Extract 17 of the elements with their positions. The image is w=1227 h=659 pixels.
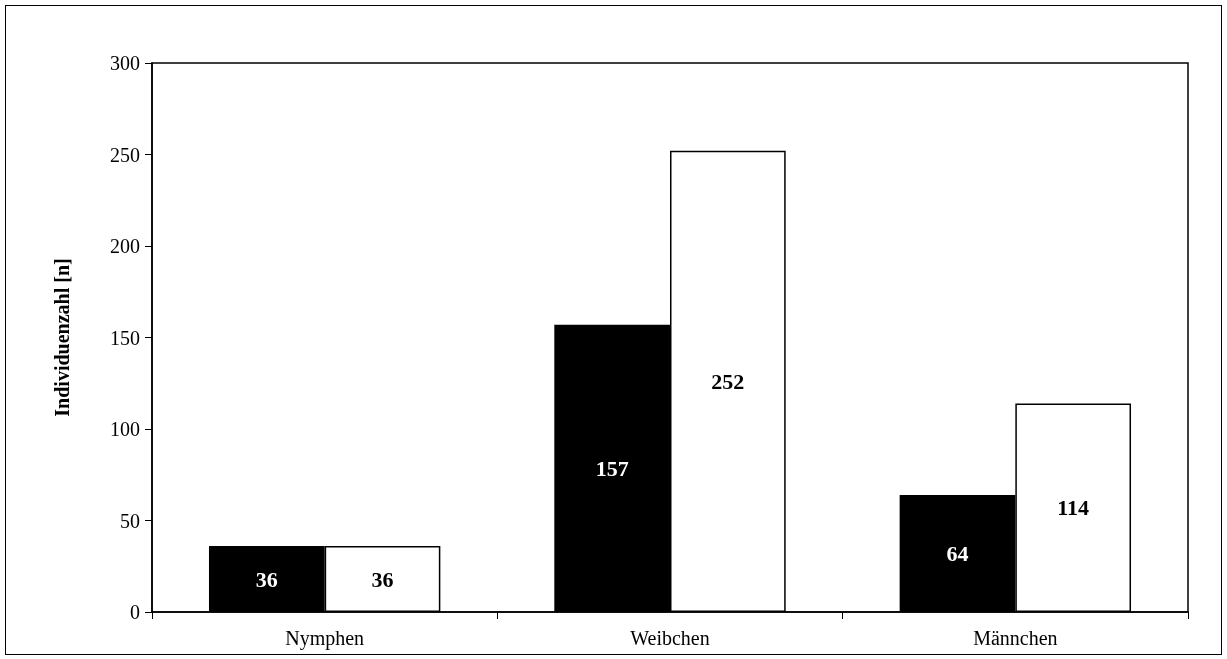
y-axis-title: Individuenzahl [n] xyxy=(51,258,73,417)
y-tick-label: 300 xyxy=(110,52,140,74)
data-label: 36 xyxy=(371,566,394,592)
y-tick-label: 200 xyxy=(110,235,140,257)
x-tick-label: Weibchen xyxy=(630,627,710,649)
data-label: 36 xyxy=(255,566,278,592)
y-tick-label: 50 xyxy=(120,509,140,532)
data-label: 157 xyxy=(595,455,629,481)
data-label: 64 xyxy=(946,540,969,566)
y-tick-label: 250 xyxy=(110,143,140,166)
data-label: 252 xyxy=(711,368,745,394)
x-tick-label: Männchen xyxy=(973,627,1058,649)
y-tick-label: 0 xyxy=(130,601,140,623)
data-label: 114 xyxy=(1057,495,1090,521)
x-tick-label: Nymphen xyxy=(285,627,365,650)
y-tick-label: 150 xyxy=(110,326,140,349)
y-tick-label: 100 xyxy=(110,418,140,440)
